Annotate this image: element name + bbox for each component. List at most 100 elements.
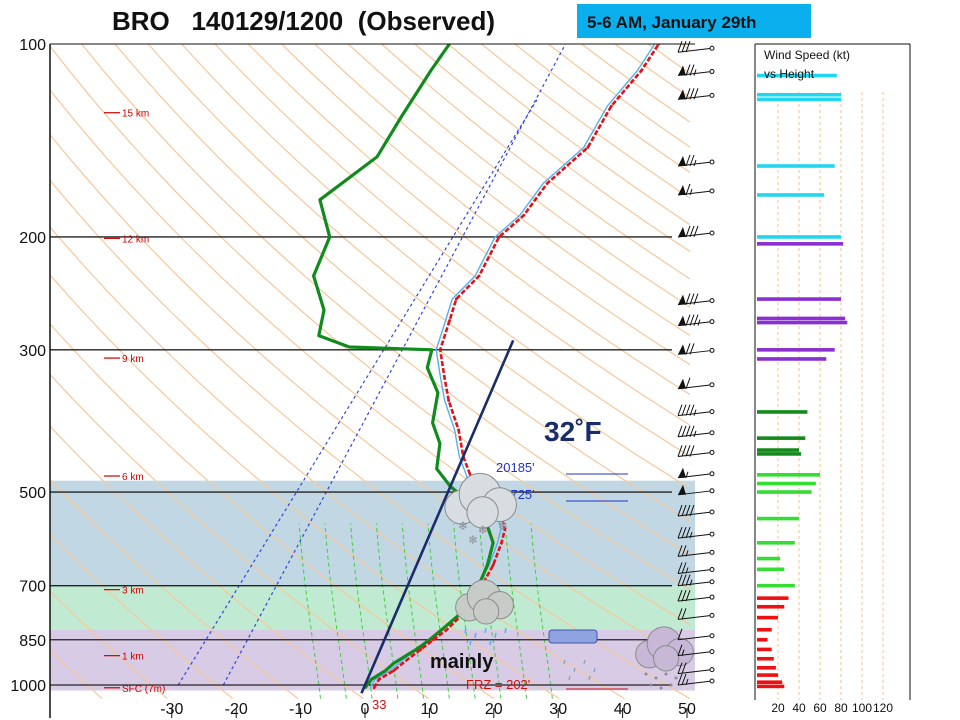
wind-speed-bar [757, 647, 772, 652]
wind-barb-station [709, 567, 715, 573]
freezing-drop [649, 683, 653, 687]
dewpoint-point [404, 654, 408, 657]
wind-barb-half [685, 471, 689, 478]
wind-barb-full [681, 590, 687, 602]
precip-type-tag [548, 629, 598, 644]
temperature-tick-label: 10 [421, 701, 439, 718]
dewpoint-point [370, 678, 373, 681]
wind-barb-staff [677, 551, 713, 557]
temperature-point [410, 654, 414, 658]
dewpoint-point [486, 563, 489, 567]
wind-barb-full [689, 225, 695, 238]
freezing-drop [659, 686, 663, 690]
wind-barb-half [681, 649, 685, 656]
height-marker-label: 3 km [122, 586, 144, 597]
dry-adiabat-line [247, 44, 690, 396]
drizzle-drop [583, 659, 586, 665]
weather-icons: ❄ ❄ ❄❄ [444, 472, 694, 690]
wind-barb-full [685, 574, 691, 586]
moist-adiabat-line [401, 523, 425, 699]
wind-barb-staff [677, 680, 713, 686]
drizzle-drop [573, 667, 576, 673]
temperature-tick-label: 0 [361, 701, 370, 718]
wind-barb-full [677, 590, 683, 602]
temperature-point [442, 374, 446, 378]
wind-barb-full [685, 425, 691, 437]
wind-barb-full [693, 88, 699, 100]
dewpoint-point [392, 662, 395, 665]
dry-adiabat-line [214, 44, 690, 426]
rain-drop [464, 627, 467, 634]
wind-barb-staff [677, 533, 713, 539]
wind-barb-flag [678, 226, 686, 237]
wind-barb-station [709, 549, 715, 555]
wind-speed-bar [757, 596, 789, 600]
dry-adiabat-line [81, 44, 690, 556]
dewpoint-point [430, 348, 434, 352]
wind-barb-station [709, 509, 715, 515]
mixing-ratio-line [222, 44, 567, 686]
wind-barb-station [709, 531, 715, 537]
dry-adiabat-line [181, 44, 690, 458]
cloud-puff [466, 496, 499, 529]
dry-adiabat-line [50, 649, 103, 700]
dry-adiabat-line [50, 373, 429, 700]
wind-barb-station [709, 69, 715, 75]
wind-barb-station [709, 230, 715, 236]
wind-barb-full [681, 574, 687, 586]
wind-barb-full [677, 504, 683, 517]
wind-speed-tick-label: 120 [873, 701, 893, 715]
pressure-tick-label: 850 [19, 633, 46, 650]
wind-barb-full [685, 64, 691, 76]
temperature-point [445, 628, 449, 632]
wind-speed-bar [757, 320, 848, 325]
wind-barb-half [697, 319, 701, 326]
wind-speed-tick-label: 20 [771, 701, 785, 715]
wind-barb-full [681, 404, 687, 416]
dewpoint-point [436, 391, 440, 394]
snow-cloud-icon: ❄ ❄ ❄❄ [444, 472, 517, 547]
freezing-drop [674, 676, 678, 680]
wind-barb-half [685, 550, 689, 557]
wind-speed-bar [757, 656, 774, 661]
temperature-point [545, 182, 549, 185]
wind-barb-staff [677, 47, 713, 53]
wind-barb-station [709, 188, 715, 194]
wind-speed-bar [757, 481, 816, 486]
wind-barb-full [681, 608, 687, 620]
freezing-isotherm-line [360, 339, 515, 694]
wind-barb-full [689, 425, 695, 437]
wind-speed-bar [757, 348, 835, 352]
moist-adiabat-line [298, 523, 321, 699]
wind-barb-full [685, 504, 691, 517]
rain-drop [474, 632, 477, 639]
wind-barb-full [685, 293, 691, 305]
temperature-point [640, 69, 643, 72]
pressure-tick-label: 500 [19, 485, 46, 502]
wind-barb-half [693, 69, 697, 76]
wind-speed-bar [757, 567, 785, 572]
rain-drop [504, 627, 507, 634]
dewpoint-point [440, 628, 443, 631]
wind-speed-bar [757, 448, 799, 452]
lower-layer-label: mainly [430, 651, 494, 673]
wind-barb-station [709, 449, 715, 455]
time-badge [577, 4, 811, 38]
wind-speed-bar [757, 680, 783, 685]
dewpoint-point [400, 115, 403, 119]
pressure-tick-label: 200 [19, 230, 46, 247]
wind-speed-bar [757, 615, 778, 620]
wind-barb-half [693, 159, 697, 167]
temperature-point [500, 541, 503, 545]
wind-speed-bar [757, 684, 785, 689]
precip-band-middle [50, 585, 695, 630]
dewpoint-point [384, 669, 387, 672]
wind-speed-bar [757, 97, 841, 102]
wind-speed-bar [757, 637, 768, 642]
temperature-point [609, 104, 613, 108]
wind-barb-full [681, 504, 687, 517]
wind-barb-full [681, 562, 687, 574]
wind-speed-bar [757, 410, 808, 414]
wind-barb-full [677, 425, 683, 437]
dewpoint-point [317, 334, 321, 337]
